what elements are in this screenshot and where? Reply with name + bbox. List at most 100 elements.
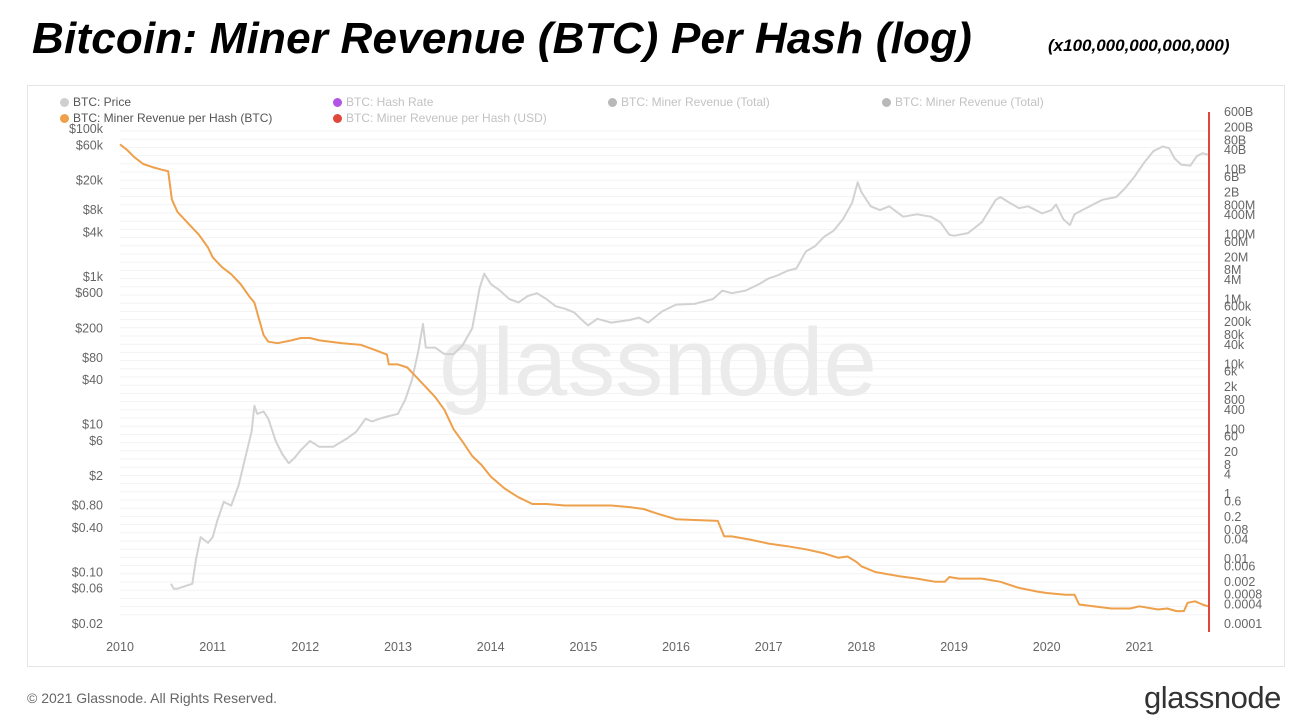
right-tick-label: 4 bbox=[1224, 468, 1231, 482]
right-tick-label: 800M bbox=[1224, 198, 1255, 212]
left-tick-label: $100k bbox=[69, 122, 104, 136]
right-tick-label: 20M bbox=[1224, 250, 1248, 264]
right-tick-label: 2B bbox=[1224, 185, 1239, 199]
right-tick-label: 1 bbox=[1224, 487, 1231, 501]
left-tick-label: $4k bbox=[83, 225, 104, 239]
legend-label: BTC: Miner Revenue (Total) bbox=[895, 95, 1044, 109]
right-tick-label: 80k bbox=[1224, 328, 1245, 342]
x-tick-label: 2010 bbox=[106, 640, 134, 654]
legend-dot-icon bbox=[60, 114, 69, 123]
right-tick-label: 200k bbox=[1224, 315, 1252, 329]
brand-logo: glassnode bbox=[1144, 680, 1281, 715]
right-tick-label: 100M bbox=[1224, 228, 1255, 242]
chart-title: Bitcoin: Miner Revenue (BTC) Per Hash (l… bbox=[32, 14, 973, 63]
x-tick-label: 2013 bbox=[384, 640, 412, 654]
left-tick-label: $60k bbox=[76, 138, 104, 152]
right-tick-label: 400 bbox=[1224, 403, 1245, 417]
legend-item-revenue-per-hash-btc[interactable]: BTC: Miner Revenue per Hash (BTC) bbox=[60, 111, 272, 125]
x-tick-label: 2021 bbox=[1125, 640, 1153, 654]
legend-dot-icon bbox=[333, 114, 342, 123]
right-tick-label: 80B bbox=[1224, 133, 1246, 147]
x-tick-label: 2016 bbox=[662, 640, 690, 654]
right-tick-label: 6B bbox=[1224, 170, 1239, 184]
left-tick-label: $10 bbox=[82, 418, 103, 432]
right-tick-label: 60 bbox=[1224, 430, 1238, 444]
legend-label: BTC: Miner Revenue per Hash (USD) bbox=[346, 111, 547, 125]
right-tick-label: 8M bbox=[1224, 263, 1241, 277]
left-tick-label: $0.80 bbox=[72, 499, 103, 513]
watermark: glassnode bbox=[439, 309, 877, 416]
right-tick-label: 100 bbox=[1224, 422, 1245, 436]
legend-item-price[interactable]: BTC: Price bbox=[60, 95, 131, 109]
left-tick-label: $0.02 bbox=[72, 617, 103, 631]
x-tick-label: 2018 bbox=[847, 640, 875, 654]
left-tick-label: $80 bbox=[82, 351, 103, 365]
right-tick-label: 2k bbox=[1224, 380, 1238, 394]
legend-dot-icon bbox=[60, 98, 69, 107]
left-tick-label: $200 bbox=[75, 321, 103, 335]
right-tick-label: 20 bbox=[1224, 445, 1238, 459]
right-tick-label: 0.2 bbox=[1224, 510, 1241, 524]
left-tick-label: $20k bbox=[76, 174, 104, 188]
x-tick-label: 2020 bbox=[1033, 640, 1061, 654]
right-tick-label: 600B bbox=[1224, 105, 1253, 119]
left-tick-label: $40 bbox=[82, 373, 103, 387]
right-tick-label: 1M bbox=[1224, 293, 1241, 307]
legend-label: BTC: Miner Revenue per Hash (BTC) bbox=[73, 111, 273, 125]
legend-item-revenue-per-hash-usd[interactable]: BTC: Miner Revenue per Hash (USD) bbox=[333, 111, 547, 125]
left-tick-label: $2 bbox=[89, 469, 103, 483]
x-axis: 2010 2011 2012 2013 2014 2015 2016 2017 2018 2019… bbox=[106, 640, 1153, 654]
x-tick-label: 2019 bbox=[940, 640, 968, 654]
series-group bbox=[119, 143, 1209, 613]
x-tick-label: 2015 bbox=[569, 640, 597, 654]
left-tick-label: $0.40 bbox=[72, 521, 103, 535]
right-tick-label: 40k bbox=[1224, 338, 1245, 352]
legend-label: BTC: Hash Rate bbox=[346, 95, 434, 109]
revenue-per-hash-line bbox=[119, 143, 1209, 613]
right-tick-label: 10k bbox=[1224, 357, 1245, 371]
legend-item-miner-revenue-total-2[interactable]: BTC: Miner Revenue (Total) bbox=[882, 95, 1044, 109]
right-tick-label: 0.04 bbox=[1224, 533, 1248, 547]
chart-panel bbox=[27, 85, 1285, 667]
legend-dot-icon bbox=[882, 98, 891, 107]
right-tick-label: 0.01 bbox=[1224, 552, 1248, 566]
right-tick-label: 0.0001 bbox=[1224, 617, 1262, 631]
right-tick-label: 0.002 bbox=[1224, 575, 1255, 589]
right-tick-label: 60M bbox=[1224, 235, 1248, 249]
left-tick-label: $6 bbox=[89, 434, 103, 448]
right-tick-label: 10B bbox=[1224, 163, 1246, 177]
right-tick-label: 8 bbox=[1224, 458, 1231, 472]
right-tick-label: 800 bbox=[1224, 393, 1245, 407]
right-tick-label: 0.006 bbox=[1224, 559, 1255, 573]
legend-dot-icon bbox=[333, 98, 342, 107]
right-tick-label: 0.0004 bbox=[1224, 598, 1262, 612]
right-tick-label: 400M bbox=[1224, 208, 1255, 222]
legend-label: BTC: Miner Revenue (Total) bbox=[621, 95, 770, 109]
chart-subtitle: (x100,000,000,000,000) bbox=[1048, 36, 1230, 55]
copyright-text: © 2021 Glassnode. All Rights Reserved. bbox=[27, 690, 278, 706]
right-axis: 600B200B80B40B10B6B2B800M400M100M60M20M8… bbox=[1208, 105, 1262, 632]
x-tick-label: 2012 bbox=[291, 640, 319, 654]
legend-dot-icon bbox=[608, 98, 617, 107]
right-tick-label: 0.0008 bbox=[1224, 588, 1262, 602]
left-tick-label: $8k bbox=[83, 203, 104, 217]
legend-item-hash-rate[interactable]: BTC: Hash Rate bbox=[333, 95, 433, 109]
right-tick-label: 40B bbox=[1224, 143, 1246, 157]
left-tick-label: $600 bbox=[75, 286, 103, 300]
right-tick-label: 6k bbox=[1224, 365, 1238, 379]
right-tick-label: 200B bbox=[1224, 121, 1253, 135]
legend-label: BTC: Price bbox=[73, 95, 132, 109]
right-tick-label: 600k bbox=[1224, 300, 1252, 314]
price-line bbox=[170, 145, 1209, 590]
left-tick-label: $0.10 bbox=[72, 565, 103, 579]
right-tick-label: 4M bbox=[1224, 273, 1241, 287]
x-tick-label: 2011 bbox=[199, 640, 226, 654]
x-tick-label: 2014 bbox=[477, 640, 505, 654]
right-tick-label: 0.6 bbox=[1224, 494, 1241, 508]
left-tick-label: $0.06 bbox=[72, 582, 103, 596]
left-tick-label: $1k bbox=[83, 270, 104, 284]
left-axis: $100k $60k $20k $8k $4k $1k $600 $200 $80 $40 $10 $… bbox=[69, 122, 104, 631]
legend-item-miner-revenue-total[interactable]: BTC: Miner Revenue (Total) bbox=[608, 95, 770, 109]
right-tick-label: 0.08 bbox=[1224, 523, 1248, 537]
